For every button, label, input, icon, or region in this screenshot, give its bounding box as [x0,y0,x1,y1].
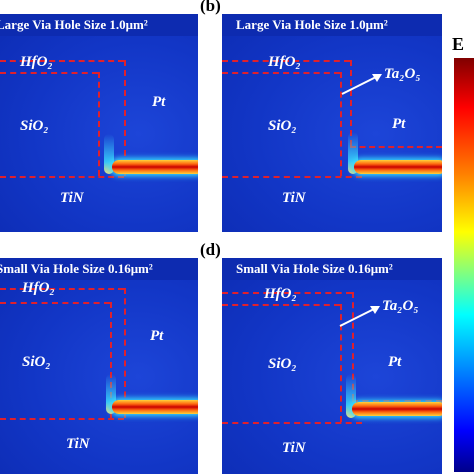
conductive-filament [112,400,198,414]
hfo2-label: HfO₂ [268,54,301,70]
panel-d: Small Via Hole Size 0.16μm² HfO₂ Ta₂O₅ S… [222,258,442,474]
sio2-label: SiO₂ [268,356,297,372]
ta2o5-label: Ta₂O₅ [382,298,419,314]
ta2o5-arrow-icon [339,306,380,327]
hfo2-label: HfO₂ [20,54,53,70]
ta2o5-boundary [352,400,442,402]
hfo2-inner-boundary [222,72,340,74]
pt-label: Pt [152,94,166,110]
via-wall-inner [110,302,112,418]
panel-b: Large Via Hole Size 1.0μm² HfO₂ Ta₂O₅ Si… [222,14,442,232]
tin-label: TiN [60,190,84,206]
hfo2-inner-boundary [222,304,340,306]
panel-title: Small Via Hole Size 0.16μm² [0,258,198,280]
via-wall-inner [340,72,342,176]
ta2o5-label: Ta₂O₅ [384,66,421,82]
hfo2-boundary [222,60,350,62]
field-background [0,258,198,474]
panel-c: Small Via Hole Size 0.16μm² HfO₂ SiO₂ Pt… [0,258,198,474]
ta2o5-arrow-icon [341,74,382,95]
hfo2-boundary [0,288,124,290]
panel-title: Large Via Hole Size 1.0μm² [0,14,198,36]
sio2-label: SiO₂ [268,118,297,134]
field-hotspot [106,374,116,414]
hfo2-boundary [0,60,124,62]
via-wall-outer [352,292,354,400]
field-background [222,14,442,232]
via-wall-outer [350,60,352,146]
field-background [222,258,442,474]
tin-boundary [222,422,362,424]
tin-label: TiN [282,440,306,456]
conductive-filament [112,160,198,174]
panel-title: Large Via Hole Size 1.0μm² [222,14,442,36]
ta2o5-boundary [350,146,442,148]
conductive-filament [354,160,442,174]
hfo2-inner-boundary [0,72,98,74]
via-wall-outer [124,60,126,176]
via-wall-inner [98,72,100,176]
pt-label: Pt [388,354,402,370]
conductive-filament [352,402,442,416]
tin-label: TiN [66,436,90,452]
pt-label: Pt [150,328,164,344]
sio2-label: SiO₂ [20,118,49,134]
panel-d-letter: (d) [200,240,221,259]
tin-boundary [0,176,124,178]
field-hotspot [348,132,358,174]
hfo2-label: HfO₂ [264,286,297,302]
via-wall-outer [124,288,126,418]
hfo2-inner-boundary [0,302,110,304]
tin-boundary [222,176,362,178]
via-wall-inner [340,304,342,422]
panel-a: Large Via Hole Size 1.0μm² HfO₂ SiO₂ Pt … [0,14,198,232]
field-hotspot [104,134,114,174]
field-hotspot [346,374,356,418]
panel-b-letter: (b) [200,0,221,15]
colorbar [454,58,474,472]
hfo2-boundary [222,292,352,294]
sio2-label: SiO₂ [22,354,51,370]
tin-boundary [0,418,124,420]
panel-title: Small Via Hole Size 0.16μm² [222,258,442,280]
tin-label: TiN [282,190,306,206]
pt-label: Pt [392,116,406,132]
hfo2-label: HfO₂ [22,280,55,296]
colorbar-title: E [452,34,465,54]
